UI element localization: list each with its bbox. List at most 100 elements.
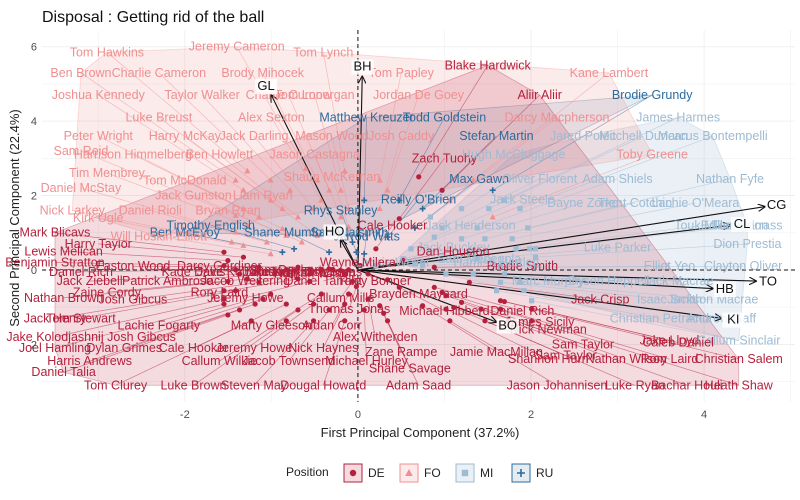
point-fo: [294, 213, 301, 220]
point-fo: [267, 250, 274, 257]
point-label: Tom McDonald: [143, 174, 226, 188]
point-label: Matthew Kreuzer: [319, 110, 413, 124]
label-connector: [387, 94, 419, 191]
point-ru: [279, 249, 286, 256]
point-label: Will Hoskin-Elliott: [111, 229, 208, 243]
point-label: Daniel Rich: [49, 265, 113, 279]
point-ru: [396, 197, 403, 204]
label-connector: [106, 278, 248, 293]
point-label: Hamish Hartlett: [453, 256, 540, 270]
point-de: [272, 271, 278, 277]
point-label: Trent Cotchin: [598, 196, 673, 210]
vector-labels: BH GL HO CG CL TO HB KI BO: [255, 59, 788, 334]
point-label: Luke Breust: [125, 110, 192, 124]
label-connector: [322, 320, 346, 386]
point-label: Jack Ziebell: [57, 274, 123, 288]
point-mi: [494, 288, 500, 294]
point-label: Patrick Ambrose: [122, 274, 213, 288]
point-label: Thomas Jonas: [308, 302, 390, 316]
point-de: [225, 312, 231, 318]
point-label: Daniel McStay: [41, 181, 122, 195]
point-de: [330, 267, 336, 273]
point-label: Jake Kolodjashnij: [6, 330, 103, 344]
point-label: Kirk Ugle: [73, 211, 124, 225]
point-label: Daniel Rich: [490, 304, 554, 318]
label-connector: [367, 298, 376, 337]
point-fo: [314, 232, 321, 238]
point-mi: [513, 246, 519, 252]
point-fo: [232, 176, 239, 183]
point-mi: [501, 197, 508, 203]
point-label: Harrison Himmelberg: [74, 148, 192, 162]
point-label: Dougal Howard: [280, 378, 366, 392]
point-fo: [240, 205, 247, 212]
point-de: [283, 267, 289, 273]
label-connector: [115, 320, 252, 386]
point-label: Reilly O'Brien: [381, 192, 456, 206]
label-connector: [219, 278, 299, 293]
label-connector: [288, 309, 330, 362]
point-de: [431, 284, 437, 290]
point-fo: [384, 187, 391, 193]
label-connector: [80, 269, 236, 273]
point-de: [365, 296, 371, 302]
point-label: Luke Ryan: [605, 378, 665, 392]
point-label: Nick Newman: [510, 322, 587, 336]
point-label: Todd Goldstein: [403, 110, 486, 124]
vector-arrow: [357, 269, 756, 281]
point-de: [482, 318, 488, 324]
label-connector: [236, 46, 307, 169]
point-mi: [470, 271, 476, 277]
label-connector: [245, 269, 310, 273]
label-connector: [403, 250, 454, 261]
point-label: Jake Lloyd: [640, 334, 700, 348]
label-connector: [80, 290, 236, 319]
point-label: Isaac Smith: [637, 293, 702, 307]
point-label: Marcus Bontempelli: [658, 129, 768, 143]
point-fo: [232, 212, 239, 218]
point-mi: [486, 206, 492, 212]
point-ru: [326, 249, 333, 256]
point-de: [451, 304, 457, 311]
point-label: Shane Mumford: [244, 226, 333, 240]
hull-mi: [391, 117, 748, 342]
label-connector: [496, 290, 661, 319]
point-fo: [279, 205, 286, 212]
point-label: Luke Parker: [584, 241, 651, 255]
point-fo: [376, 205, 383, 212]
point-mi: [521, 288, 527, 294]
point-label: Jared Polec: [550, 129, 616, 143]
point-label: Jackson Macrae: [667, 293, 758, 307]
y-tick-label: 0: [31, 265, 37, 277]
point-label: Nathan Wilson: [274, 267, 355, 281]
point-de: [221, 301, 227, 307]
point-de: [283, 301, 289, 307]
y-tick-label: 6: [31, 42, 37, 54]
point-de: [283, 318, 289, 324]
point-label: Elliot Yeo: [644, 259, 695, 273]
point-label: Nathan Brown: [24, 291, 103, 305]
point-label: Jack Macrae: [643, 274, 714, 288]
label-connector: [445, 308, 549, 360]
point-mi: [458, 236, 465, 242]
legend-label: MI: [480, 466, 493, 480]
point-ru: [419, 205, 426, 212]
point-label: Josh Gibcus: [98, 293, 167, 307]
point-label: Brodie Smith: [487, 259, 559, 273]
point-label: Nathan Wilson: [586, 352, 667, 366]
point-label: Marc Murphy: [512, 274, 586, 288]
point-label: Rhys Stanley: [304, 203, 378, 217]
label-connector: [184, 180, 283, 230]
label-connector: [477, 247, 618, 260]
point-label: Luke Brown: [160, 378, 226, 392]
point-fo: [341, 167, 348, 174]
vector-label-bg: [255, 79, 278, 95]
point-label: Callum Wilkie: [182, 354, 258, 368]
point-fo: [470, 176, 477, 183]
label-connector: [533, 265, 744, 268]
label-connector: [331, 176, 349, 228]
label-connector: [422, 305, 497, 353]
point-label: Sam Menegola: [437, 252, 521, 266]
point-mi: [439, 225, 445, 231]
label-connector: [461, 202, 584, 240]
